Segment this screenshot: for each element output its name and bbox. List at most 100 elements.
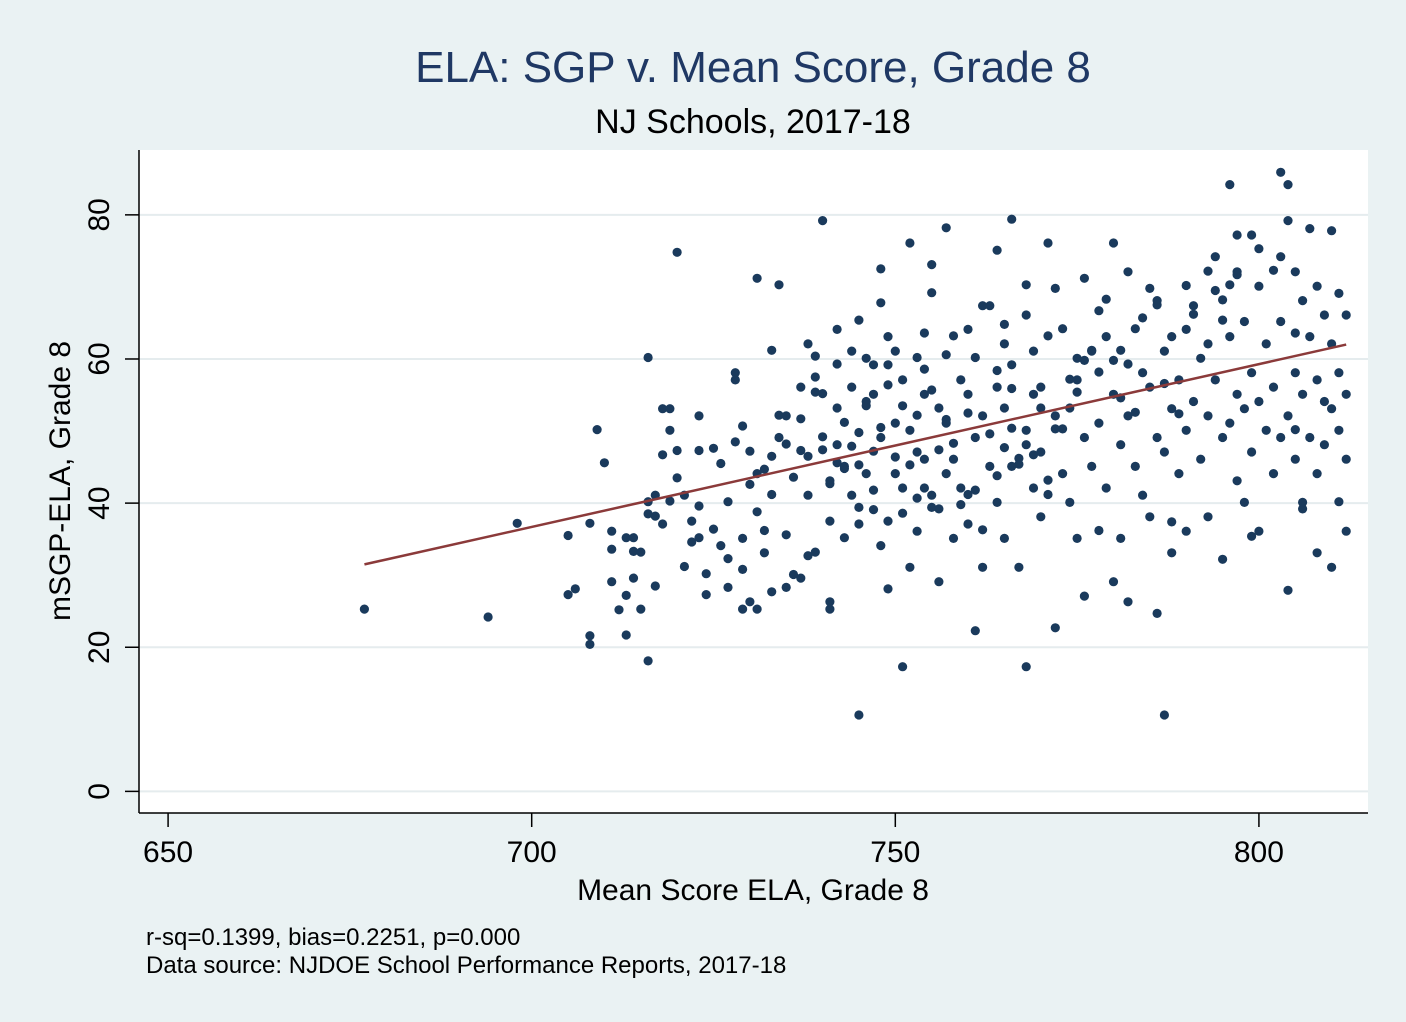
data-point xyxy=(963,324,973,334)
data-point xyxy=(1247,531,1257,541)
plot-area xyxy=(139,150,1368,813)
fit-line xyxy=(364,343,1347,566)
data-point xyxy=(665,404,675,414)
data-point xyxy=(665,425,675,435)
data-point xyxy=(818,432,828,442)
data-point xyxy=(607,577,617,587)
data-point xyxy=(1138,490,1148,500)
data-point xyxy=(694,501,704,511)
data-point xyxy=(890,452,900,462)
data-point xyxy=(592,425,602,435)
data-point xyxy=(905,238,915,248)
data-point xyxy=(883,584,893,594)
data-point xyxy=(1123,597,1133,607)
data-point xyxy=(868,389,879,399)
data-point xyxy=(752,273,762,283)
data-point xyxy=(818,445,828,455)
data-point xyxy=(628,546,639,557)
data-point xyxy=(1138,313,1148,323)
data-point xyxy=(781,439,791,449)
data-point xyxy=(1007,360,1017,370)
data-point xyxy=(781,530,791,540)
data-point xyxy=(1130,461,1140,471)
data-point xyxy=(1225,280,1235,290)
data-point xyxy=(788,472,799,482)
data-point xyxy=(978,411,988,421)
data-point xyxy=(1181,526,1191,536)
data-point xyxy=(1181,425,1191,435)
data-point xyxy=(978,301,988,311)
data-point xyxy=(985,301,995,311)
data-point xyxy=(883,380,893,390)
data-point xyxy=(1218,295,1228,305)
data-point xyxy=(694,445,704,456)
data-point xyxy=(956,500,966,510)
data-point xyxy=(672,445,682,456)
data-point xyxy=(1225,332,1235,342)
data-point xyxy=(563,530,573,541)
data-point xyxy=(927,502,937,512)
data-point xyxy=(1145,283,1155,293)
data-point xyxy=(767,587,777,597)
data-point xyxy=(854,460,864,470)
data-point xyxy=(839,417,850,427)
data-point xyxy=(621,630,631,640)
data-point xyxy=(1094,306,1104,316)
data-point xyxy=(1254,244,1264,254)
data-point xyxy=(745,479,755,489)
data-point xyxy=(1014,459,1024,469)
data-point xyxy=(730,437,740,447)
data-point xyxy=(1087,345,1097,355)
data-point xyxy=(861,401,871,411)
data-point xyxy=(890,346,900,356)
data-point xyxy=(1108,577,1119,587)
data-point xyxy=(963,519,973,529)
data-point xyxy=(912,493,922,503)
data-point xyxy=(708,524,719,534)
data-point xyxy=(1210,375,1220,385)
data-point xyxy=(847,382,857,392)
data-point xyxy=(1123,359,1133,369)
data-point xyxy=(1138,368,1148,378)
data-point xyxy=(774,280,784,290)
data-point xyxy=(825,479,835,489)
data-point xyxy=(759,548,770,558)
data-point xyxy=(607,544,617,554)
data-point xyxy=(927,288,937,298)
data-point xyxy=(861,469,871,479)
y-tick-label: 40 xyxy=(83,486,116,519)
data-point xyxy=(1341,389,1351,399)
data-point xyxy=(810,547,820,557)
data-point xyxy=(941,350,951,360)
x-tick-label: 700 xyxy=(507,836,557,869)
data-point xyxy=(803,339,813,349)
data-point xyxy=(1028,450,1039,460)
data-point xyxy=(934,445,944,455)
data-point xyxy=(658,450,668,460)
data-point xyxy=(1188,396,1199,407)
data-point xyxy=(1028,346,1039,356)
data-point xyxy=(1218,315,1228,325)
data-point xyxy=(868,505,879,515)
data-point xyxy=(781,411,791,421)
data-point xyxy=(1108,355,1119,365)
data-point xyxy=(621,533,631,543)
data-point xyxy=(1276,432,1286,443)
data-point xyxy=(1268,265,1279,275)
data-point xyxy=(927,490,937,500)
x-tick-label: 650 xyxy=(143,836,193,869)
data-point xyxy=(716,458,726,469)
data-point xyxy=(854,710,864,720)
data-point xyxy=(847,346,857,356)
data-point xyxy=(876,264,886,274)
data-point xyxy=(934,504,944,514)
data-point xyxy=(1276,316,1286,327)
data-point xyxy=(1094,418,1104,428)
data-point xyxy=(832,458,842,468)
data-point xyxy=(788,569,799,580)
data-point xyxy=(716,541,726,551)
data-point xyxy=(898,508,908,518)
data-points xyxy=(359,167,1351,720)
data-point xyxy=(1007,383,1017,394)
